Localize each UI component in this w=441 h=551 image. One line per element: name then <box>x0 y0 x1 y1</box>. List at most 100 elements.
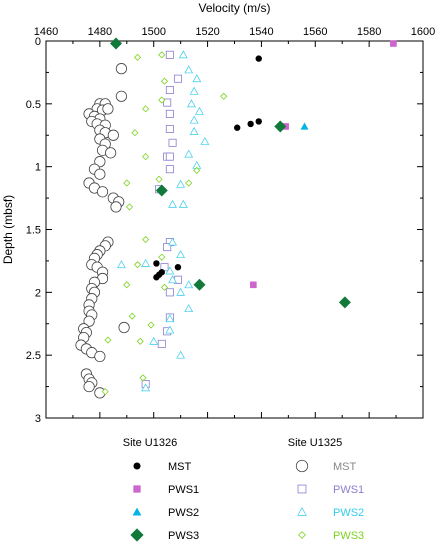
data-point <box>105 147 117 159</box>
legend-layer: Site U1326 MST PWS1 PWS2 PWS3 Site U1325 MST PW… <box>123 437 364 542</box>
data-point <box>220 92 228 100</box>
data-point <box>141 258 151 267</box>
legend-label: PWS3 <box>168 530 199 542</box>
data-point <box>184 65 194 74</box>
legend-marker <box>297 507 307 516</box>
data-point <box>136 337 144 345</box>
data-point <box>193 278 206 291</box>
data-point <box>160 77 169 85</box>
data-point <box>142 153 150 161</box>
data-point <box>153 274 160 281</box>
data-point <box>94 156 106 168</box>
data-point <box>390 40 397 47</box>
x-tick-label: 1480 <box>88 26 112 38</box>
data-point <box>187 99 196 108</box>
data-point <box>178 50 188 59</box>
data-point <box>165 266 175 275</box>
data-point <box>189 126 199 135</box>
data-point <box>176 250 186 259</box>
data-point <box>94 168 106 180</box>
data-point <box>247 120 254 128</box>
data-point <box>158 269 165 276</box>
data-point <box>165 288 174 297</box>
data-point <box>165 165 174 174</box>
data-point <box>117 260 126 269</box>
data-point <box>195 106 204 115</box>
series-site-u1325-pws2 <box>117 50 210 392</box>
data-point <box>155 175 163 183</box>
data-point <box>123 281 131 289</box>
data-point <box>300 122 309 130</box>
data-point <box>104 336 112 344</box>
data-point <box>165 86 174 95</box>
legend-marker <box>298 531 306 539</box>
data-point <box>131 129 139 137</box>
data-point <box>168 237 177 246</box>
data-point <box>118 321 130 334</box>
legend-label: PWS2 <box>333 507 364 519</box>
y-tick-label: 2 <box>35 287 41 299</box>
y-tick-label: 0.5 <box>26 99 41 111</box>
data-point <box>192 74 202 83</box>
data-point <box>83 315 95 327</box>
y-tick-label: 0 <box>35 36 41 48</box>
data-point <box>184 280 194 289</box>
legend-label: PWS2 <box>168 507 199 519</box>
data-point <box>178 199 188 208</box>
data-point <box>157 339 166 348</box>
data-point <box>96 186 109 198</box>
data-point <box>255 55 262 62</box>
legend-label: MST <box>333 461 357 473</box>
data-point <box>110 201 122 213</box>
x-tick-label: 1600 <box>411 26 435 38</box>
legend-group-title: Site U1325 <box>288 437 342 449</box>
data-point <box>189 86 199 95</box>
y-axis-title: Depth (mbsf) <box>1 195 15 264</box>
series-site-u1326-pws2 <box>300 122 309 130</box>
x-axis-title: Velocity (m/s) <box>198 1 270 15</box>
data-point <box>165 314 175 323</box>
data-point <box>160 283 169 291</box>
data-point <box>274 120 287 133</box>
data-point <box>168 199 177 208</box>
data-point <box>165 124 174 133</box>
data-point <box>149 336 159 345</box>
plot-frame <box>45 40 424 419</box>
legend-label: MST <box>168 461 192 473</box>
data-point <box>142 105 150 113</box>
data-point <box>233 124 241 131</box>
data-point <box>125 203 134 211</box>
data-point <box>189 115 199 124</box>
x-tick-label: 1580 <box>357 26 381 38</box>
data-point <box>184 149 194 158</box>
series-site-u1326-pws1 <box>250 40 397 289</box>
data-point <box>174 264 182 271</box>
data-point <box>163 98 172 107</box>
data-point <box>193 166 201 175</box>
legend-label: PWS1 <box>333 484 364 496</box>
y-tick-label: 1.5 <box>26 225 41 237</box>
legend-marker <box>130 528 144 542</box>
data-point <box>115 90 128 102</box>
legend-group-title: Site U1326 <box>123 437 177 449</box>
data-point <box>168 275 177 284</box>
data-point <box>176 350 186 359</box>
x-tick-label: 1540 <box>249 26 273 38</box>
data-point <box>142 235 150 244</box>
axes-layer: 1460 1480 1500 1520 1540 1560 1580 1600 0 0.5 1 1.5… <box>1 1 435 425</box>
data-point <box>123 179 131 187</box>
data-point <box>133 53 142 61</box>
y-tick-label: 1 <box>35 162 41 174</box>
data-point <box>115 63 128 75</box>
series-site-u1325-mst <box>75 63 130 399</box>
y-tick-label: 3 <box>35 413 41 425</box>
data-point <box>141 383 151 392</box>
data-point <box>165 50 174 59</box>
data-point <box>176 287 186 296</box>
data-point <box>184 304 194 313</box>
data-point <box>165 325 175 334</box>
data-point <box>163 243 172 252</box>
x-tick-label: 1560 <box>303 26 327 38</box>
